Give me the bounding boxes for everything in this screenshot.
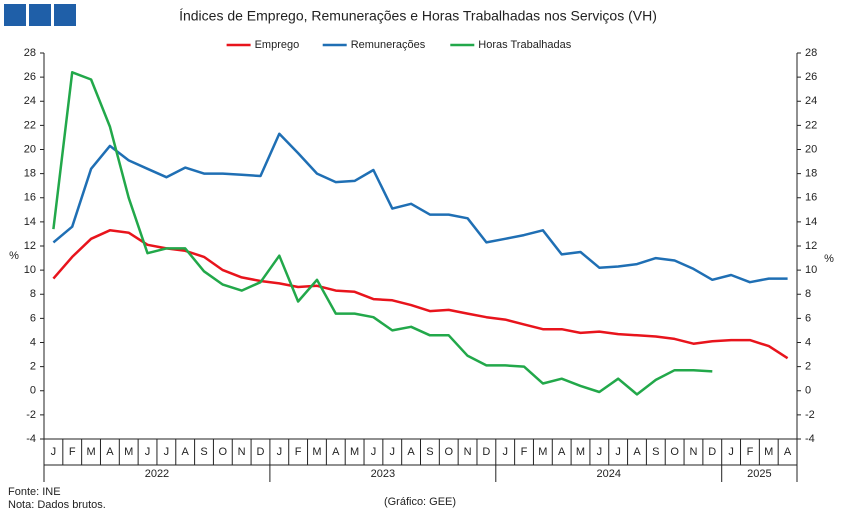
x-tick-label: D xyxy=(482,446,490,458)
x-tick-label: J xyxy=(597,446,603,458)
x-tick-label: M xyxy=(312,446,321,458)
x-tick-label: J xyxy=(502,446,508,458)
x-tick-label: M xyxy=(538,446,547,458)
legend-label: Horas Trabalhadas xyxy=(478,39,571,51)
y2-tick-label: 8 xyxy=(805,288,811,300)
x-tick-label: O xyxy=(219,446,228,458)
y-tick-label: -4 xyxy=(26,433,36,445)
logo-square xyxy=(29,4,51,26)
x-tick-label: A xyxy=(407,446,415,458)
x-tick-label: S xyxy=(426,446,433,458)
y2-tick-label: 0 xyxy=(805,385,811,397)
y-tick-label: 22 xyxy=(24,119,36,131)
y-tick-label: 14 xyxy=(24,216,36,228)
note: Nota: Dados brutos. xyxy=(8,499,106,511)
y2-tick-label: 26 xyxy=(805,71,817,83)
year-label: 2024 xyxy=(597,468,621,480)
x-tick-label: A xyxy=(106,446,114,458)
logo-square xyxy=(54,4,76,26)
y-tick-label: 4 xyxy=(30,336,36,348)
y2-tick-label: 10 xyxy=(805,264,817,276)
legend-label: Remunerações xyxy=(351,39,426,51)
credit: (Gráfico: GEE) xyxy=(384,496,456,508)
x-tick-label: D xyxy=(257,446,265,458)
x-tick-label: A xyxy=(332,446,340,458)
y-tick-label: 26 xyxy=(24,71,36,83)
x-tick-label: M xyxy=(350,446,359,458)
y-tick-label: 24 xyxy=(24,95,36,107)
y2-tick-label: -2 xyxy=(805,409,815,421)
x-tick-label: O xyxy=(444,446,453,458)
x-tick-label: M xyxy=(86,446,95,458)
y-tick-label: 8 xyxy=(30,288,36,300)
chart-title: Índices de Emprego, Remunerações e Horas… xyxy=(179,8,657,24)
y2-tick-label: 4 xyxy=(805,336,811,348)
x-tick-label: J xyxy=(390,446,396,458)
y2-tick-label: 6 xyxy=(805,312,811,324)
x-tick-label: F xyxy=(521,446,528,458)
series-line xyxy=(52,132,788,284)
y-tick-label: 2 xyxy=(30,361,36,373)
x-tick-label: A xyxy=(784,446,792,458)
x-tick-label: A xyxy=(182,446,190,458)
x-tick-label: F xyxy=(295,446,302,458)
y-tick-label: 18 xyxy=(24,168,36,180)
x-tick-label: N xyxy=(689,446,697,458)
y2-tick-label: 14 xyxy=(805,216,817,228)
y-tick-label: 6 xyxy=(30,312,36,324)
y2-tick-label: 24 xyxy=(805,95,817,107)
y-tick-label: 12 xyxy=(24,240,36,252)
year-label: 2022 xyxy=(145,468,169,480)
x-tick-label: A xyxy=(633,446,641,458)
x-tick-label: S xyxy=(200,446,207,458)
y-axis-label: % xyxy=(9,250,19,262)
y-tick-label: -2 xyxy=(26,409,36,421)
legend-label: Emprego xyxy=(255,39,300,51)
x-tick-label: O xyxy=(670,446,679,458)
source: Fonte: INE xyxy=(8,486,61,498)
series-line xyxy=(52,71,713,396)
y2-tick-label: 22 xyxy=(805,119,817,131)
y2-axis-label: % xyxy=(824,253,834,265)
x-tick-label: N xyxy=(464,446,472,458)
logo-square xyxy=(4,4,26,26)
y2-tick-label: 18 xyxy=(805,168,817,180)
y2-tick-label: 12 xyxy=(805,240,817,252)
x-tick-label: N xyxy=(238,446,246,458)
x-tick-label: J xyxy=(615,446,621,458)
x-tick-label: J xyxy=(371,446,377,458)
x-tick-label: M xyxy=(124,446,133,458)
x-tick-label: M xyxy=(764,446,773,458)
y2-tick-label: -4 xyxy=(805,433,815,445)
y2-tick-label: 20 xyxy=(805,143,817,155)
x-tick-label: M xyxy=(576,446,585,458)
y2-tick-label: 28 xyxy=(805,47,817,59)
year-label: 2023 xyxy=(371,468,395,480)
x-tick-label: J xyxy=(728,446,734,458)
y2-tick-label: 16 xyxy=(805,192,817,204)
x-tick-label: J xyxy=(277,446,283,458)
x-tick-label: J xyxy=(164,446,170,458)
y-tick-label: 10 xyxy=(24,264,36,276)
x-tick-label: J xyxy=(51,446,57,458)
y-tick-label: 28 xyxy=(24,47,36,59)
y-tick-label: 0 xyxy=(30,385,36,397)
y-tick-label: 20 xyxy=(24,143,36,155)
y2-tick-label: 2 xyxy=(805,361,811,373)
x-tick-label: J xyxy=(145,446,151,458)
x-tick-label: A xyxy=(558,446,566,458)
x-tick-label: F xyxy=(747,446,754,458)
x-tick-label: S xyxy=(652,446,659,458)
y-tick-label: 16 xyxy=(24,192,36,204)
x-tick-label: F xyxy=(69,446,76,458)
x-tick-label: D xyxy=(708,446,716,458)
year-label: 2025 xyxy=(747,468,771,480)
